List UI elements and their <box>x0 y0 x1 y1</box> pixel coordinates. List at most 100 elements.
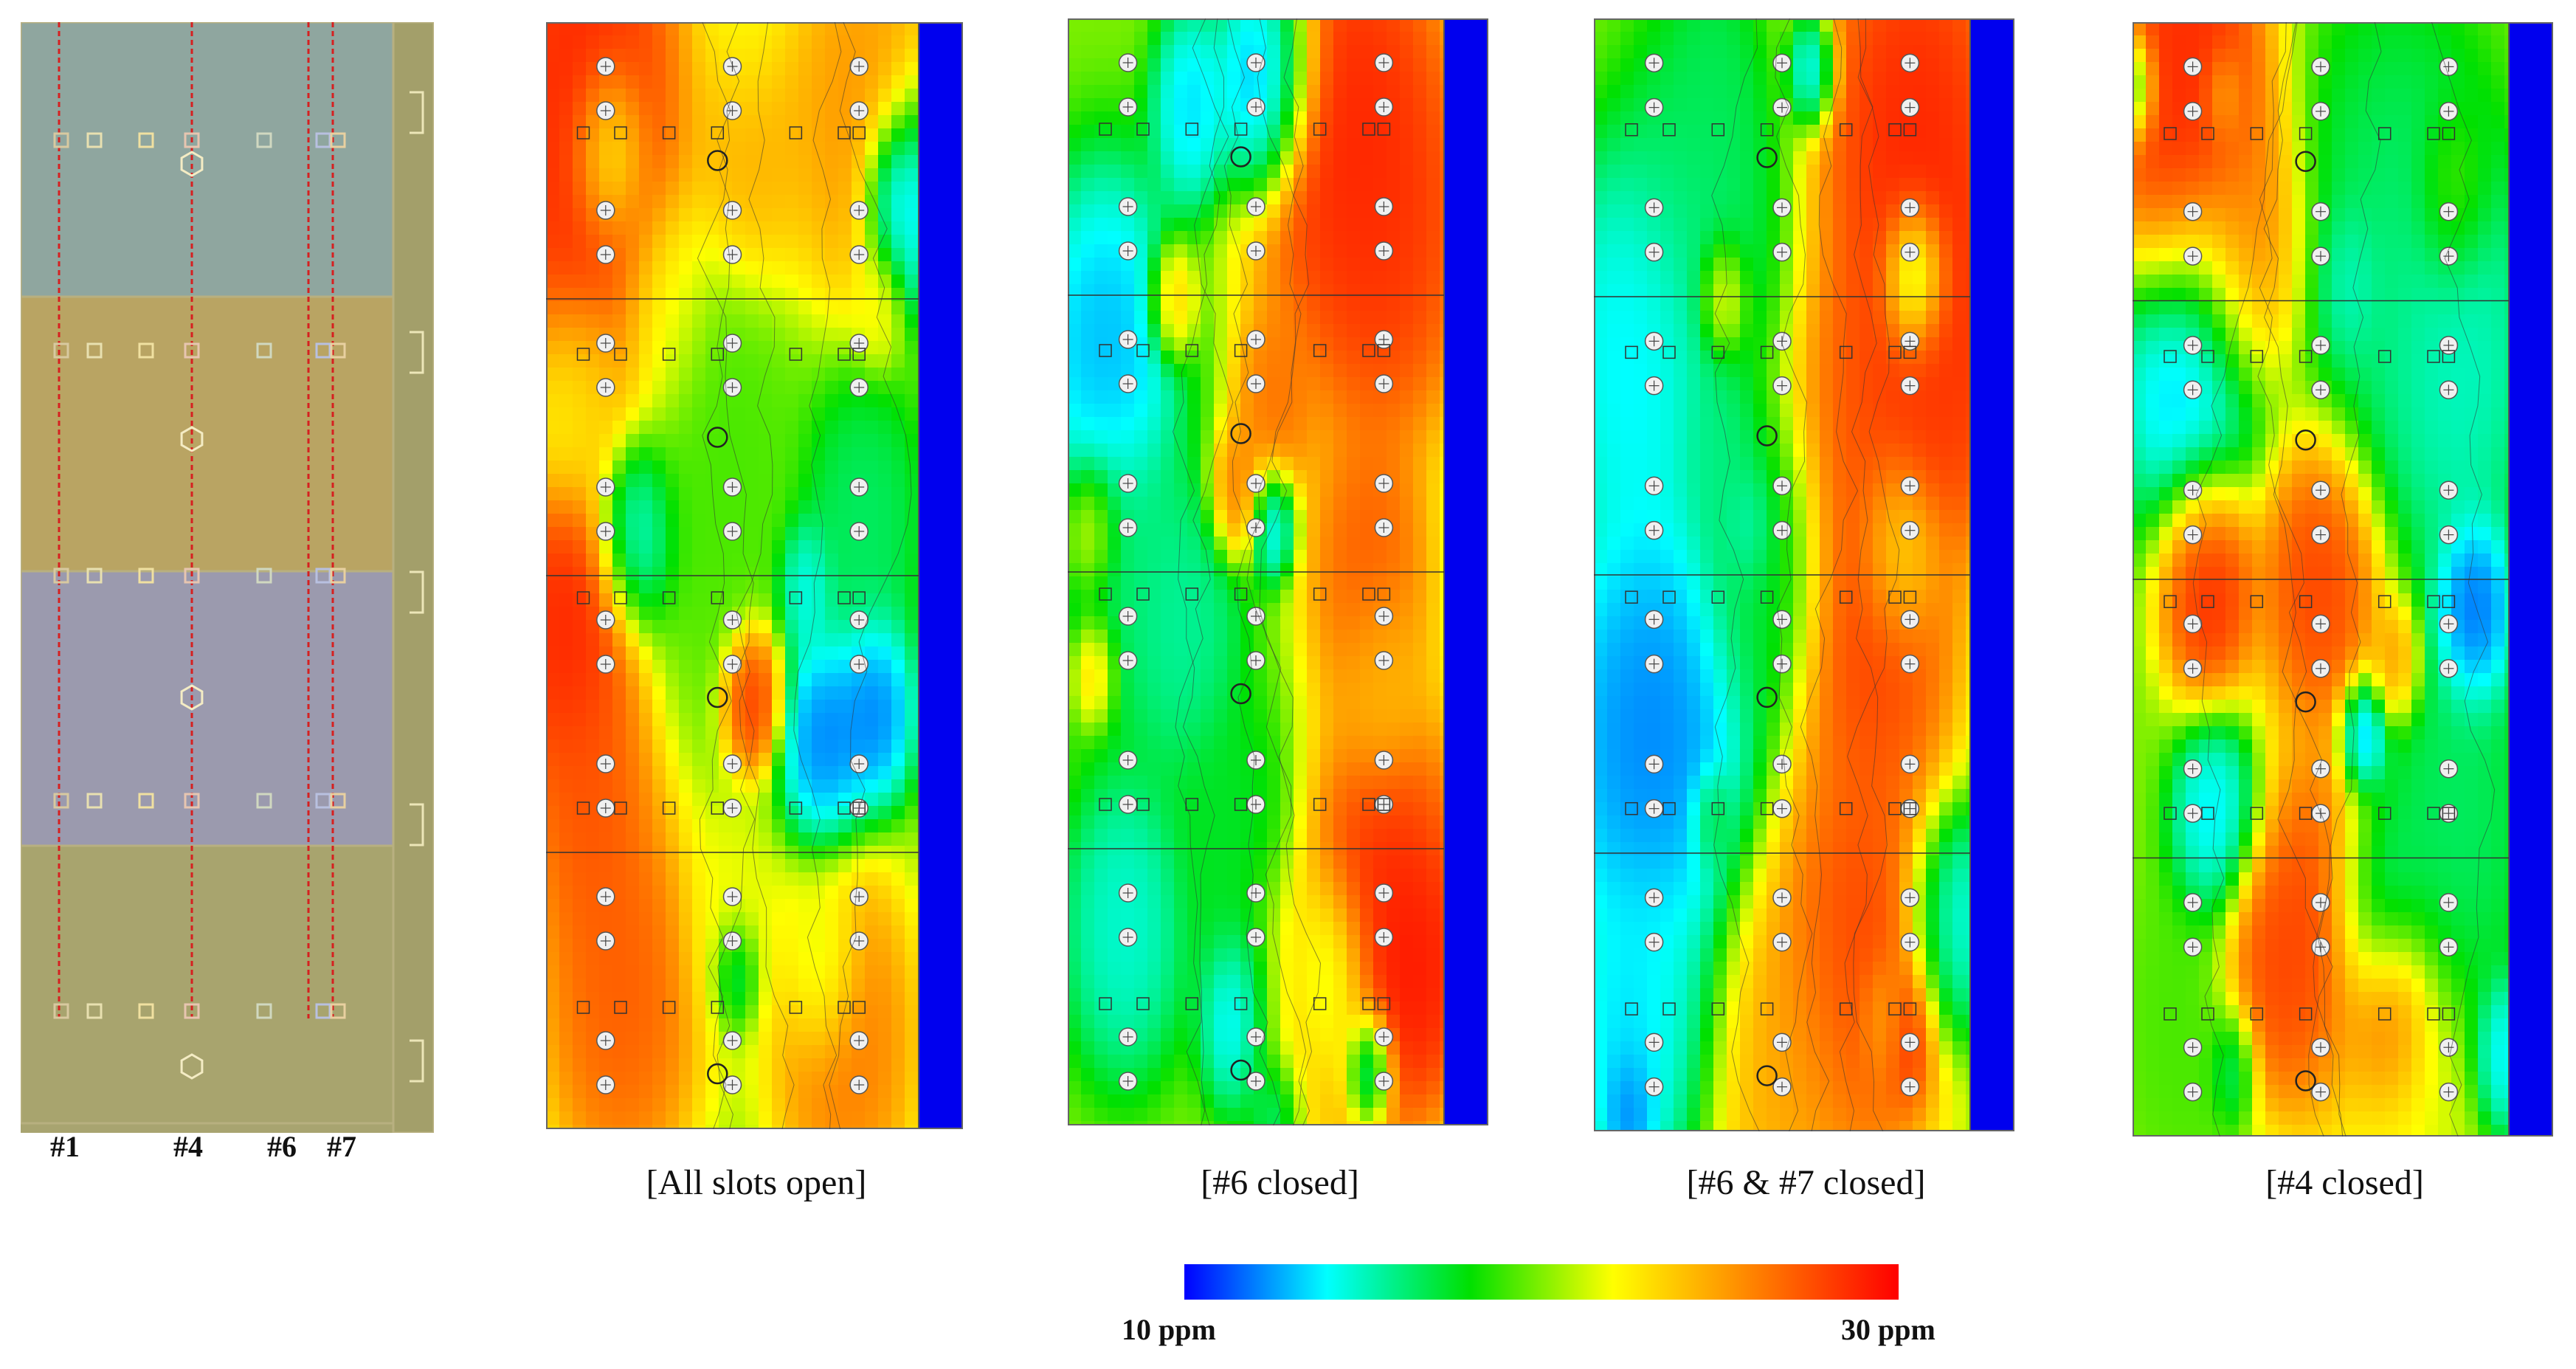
slot-label-1: #1 <box>50 1130 80 1163</box>
slot-marker <box>2427 807 2440 820</box>
slot-marker <box>1760 1002 1774 1015</box>
plan-marker <box>86 793 103 809</box>
contour-line <box>1259 18 1311 1125</box>
slot-marker <box>1136 798 1150 811</box>
slot-marker <box>1362 798 1375 811</box>
map-six-seven-closed <box>1594 18 2018 1131</box>
contour-line <box>697 22 756 1129</box>
contour-line <box>1236 18 1302 1125</box>
plan-marker <box>53 1003 69 1019</box>
slot-marker <box>614 801 627 815</box>
slot-marker <box>789 126 803 139</box>
slot-marker <box>662 801 676 815</box>
slot-marker <box>2299 807 2313 820</box>
slot-marker <box>789 801 803 815</box>
slot-marker <box>2201 595 2214 608</box>
wall-marker <box>410 91 424 134</box>
slot-marker <box>1903 1002 1917 1015</box>
slot-marker <box>614 591 627 604</box>
slot-marker <box>1839 1002 1853 1015</box>
map-all-slots-open <box>546 22 967 1129</box>
plan-diffuser <box>180 684 204 711</box>
diffuser-circle <box>1756 1065 1778 1086</box>
plan-marker <box>184 342 200 359</box>
slot-marker <box>2378 1007 2392 1021</box>
plan-marker <box>184 132 200 148</box>
slot-marker <box>1185 798 1199 811</box>
slot-marker <box>1099 344 1112 357</box>
contour-line <box>2431 22 2496 1137</box>
slot-marker <box>2299 1007 2313 1021</box>
contour-line <box>1173 18 1224 1125</box>
slot-label-7: #7 <box>327 1130 356 1163</box>
contour-line <box>1711 18 1760 1131</box>
wall-strip <box>1444 18 1488 1125</box>
plan-marker <box>184 793 200 809</box>
diffuser-circle <box>1756 147 1778 168</box>
plan-marker <box>256 132 272 148</box>
slot-marker <box>1625 801 1638 815</box>
plan-wall-strip <box>392 22 434 1133</box>
slot-marker <box>2299 127 2313 140</box>
slot-marker <box>576 348 590 361</box>
slot-marker <box>2201 127 2214 140</box>
slot-marker <box>2442 595 2456 608</box>
wall-strip <box>919 22 963 1129</box>
slot-marker <box>1662 345 1676 359</box>
slot-marker <box>1625 123 1638 137</box>
plan-marker <box>315 132 331 148</box>
plan-marker <box>330 568 346 584</box>
plan-zone <box>21 844 395 1125</box>
slot-marker <box>852 1001 866 1014</box>
slot-marker <box>711 801 725 815</box>
slot-marker <box>1234 997 1248 1010</box>
plan-marker <box>86 1003 103 1019</box>
slot-marker <box>711 1001 725 1014</box>
plan-zone <box>21 295 395 573</box>
contour-line <box>2257 22 2347 1137</box>
plan-marker <box>53 568 69 584</box>
contour-line <box>2308 22 2382 1137</box>
slot-marker <box>2250 1007 2264 1021</box>
slot-marker <box>1760 590 1774 604</box>
slot-marker <box>1839 123 1853 137</box>
plan-diffuser <box>180 151 204 177</box>
slot-marker <box>1903 590 1917 604</box>
slot-marker <box>576 801 590 815</box>
plan-marker <box>53 793 69 809</box>
slot-marker <box>1313 123 1327 136</box>
concentration-field <box>2133 22 2518 1137</box>
slot-marker <box>2201 807 2214 820</box>
slot-marker <box>1185 123 1199 136</box>
slot-marker <box>2427 595 2440 608</box>
slot-marker <box>2427 350 2440 363</box>
slot-marker <box>576 1001 590 1014</box>
contour-line <box>2263 22 2344 1137</box>
plan-marker <box>256 568 272 584</box>
slot-marker <box>2250 807 2264 820</box>
plan-marker <box>184 568 200 584</box>
wall-strip <box>1970 18 2014 1131</box>
slot-marker <box>1136 344 1150 357</box>
map-six-closed <box>1068 18 1492 1125</box>
slot-marker <box>1136 587 1150 601</box>
plan-marker <box>330 342 346 359</box>
plan-marker <box>138 342 154 359</box>
slot-marker <box>1888 123 1902 137</box>
colorbar-rect <box>1184 1264 1899 1300</box>
contour-line <box>2192 22 2298 1137</box>
plan-marker <box>138 568 154 584</box>
diffuser-circle <box>707 427 728 448</box>
slot-marker <box>1839 345 1853 359</box>
slot-marker <box>2299 350 2313 363</box>
slot-marker <box>1903 801 1917 815</box>
colorbar-min-label: 10 ppm <box>1122 1313 1216 1346</box>
slot-marker <box>852 348 866 361</box>
wall-marker <box>410 803 424 846</box>
slot-marker <box>1313 997 1327 1010</box>
slot-marker <box>789 348 803 361</box>
slot-marker <box>1888 801 1902 815</box>
slot-marker <box>614 126 627 139</box>
slot-marker <box>2164 595 2177 608</box>
colorbar-gradient <box>1184 1264 1899 1300</box>
